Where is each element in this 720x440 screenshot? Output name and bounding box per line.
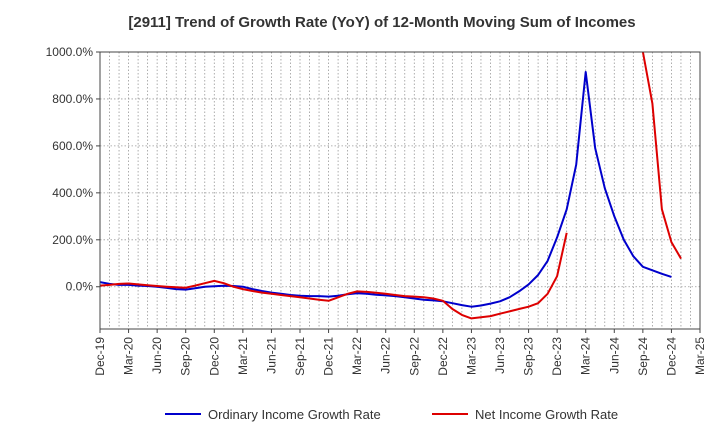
- y-axis: 0.0% 200.0% 400.0% 600.0% 800.0% 1000.0%: [46, 45, 100, 294]
- y-tick-label: 1000.0%: [46, 45, 94, 59]
- legend: Ordinary Income Growth Rate Net Income Gr…: [165, 407, 618, 422]
- y-tick-label: 600.0%: [52, 139, 93, 153]
- chart-title: [2911] Trend of Growth Rate (YoY) of 12-…: [128, 14, 635, 31]
- x-tick-label: Dec-23: [550, 337, 564, 376]
- net-income-growth-rate-line: [100, 232, 568, 320]
- y-tick-label: 800.0%: [52, 92, 93, 106]
- y-tick-label: 400.0%: [52, 186, 93, 200]
- x-tick-label: Sep-23: [522, 337, 536, 376]
- x-tick-label: Jun-24: [607, 337, 621, 374]
- x-tick-label: Mar-20: [122, 337, 136, 375]
- x-tick-label: Sep-22: [407, 337, 421, 376]
- y-tick-label: 0.0%: [66, 280, 94, 294]
- x-tick-label: Jun-22: [379, 337, 393, 374]
- ordinary-income-growth-rate-line: [100, 71, 672, 308]
- net-income-growth-rate-line: [641, 52, 682, 260]
- x-tick-label: Jun-20: [150, 337, 164, 374]
- x-tick-label: Dec-19: [93, 337, 107, 376]
- ordinary-income-growth-rate-legend-label: Ordinary Income Growth Rate: [208, 407, 381, 422]
- x-tick-label: Dec-24: [664, 337, 678, 376]
- net-income-growth-rate-legend-label: Net Income Growth Rate: [475, 407, 618, 422]
- x-tick-label: Dec-22: [436, 337, 450, 376]
- x-tick-label: Dec-21: [322, 337, 336, 376]
- x-tick-label: Sep-21: [293, 337, 307, 376]
- x-tick-label: Mar-23: [464, 337, 478, 375]
- x-tick-label: Mar-25: [693, 337, 707, 375]
- x-tick-label: Mar-24: [579, 337, 593, 375]
- x-tick-label: Mar-22: [350, 337, 364, 375]
- x-tick-label: Jun-23: [493, 337, 507, 374]
- x-tick-label: Mar-21: [236, 337, 250, 375]
- series-lines: [100, 52, 682, 320]
- y-tick-label: 200.0%: [52, 233, 93, 247]
- x-tick-label: Jun-21: [264, 337, 278, 374]
- gridlines: [100, 51, 700, 329]
- plot-frame: [99, 51, 701, 330]
- x-tick-label: Sep-20: [179, 337, 193, 376]
- x-tick-label: Dec-20: [207, 337, 221, 376]
- x-tick-label: Sep-24: [636, 337, 650, 376]
- x-axis: Dec-19 Mar-20 Jun-20 Sep-20 Dec-20 Mar-21 Jun-…: [93, 329, 707, 376]
